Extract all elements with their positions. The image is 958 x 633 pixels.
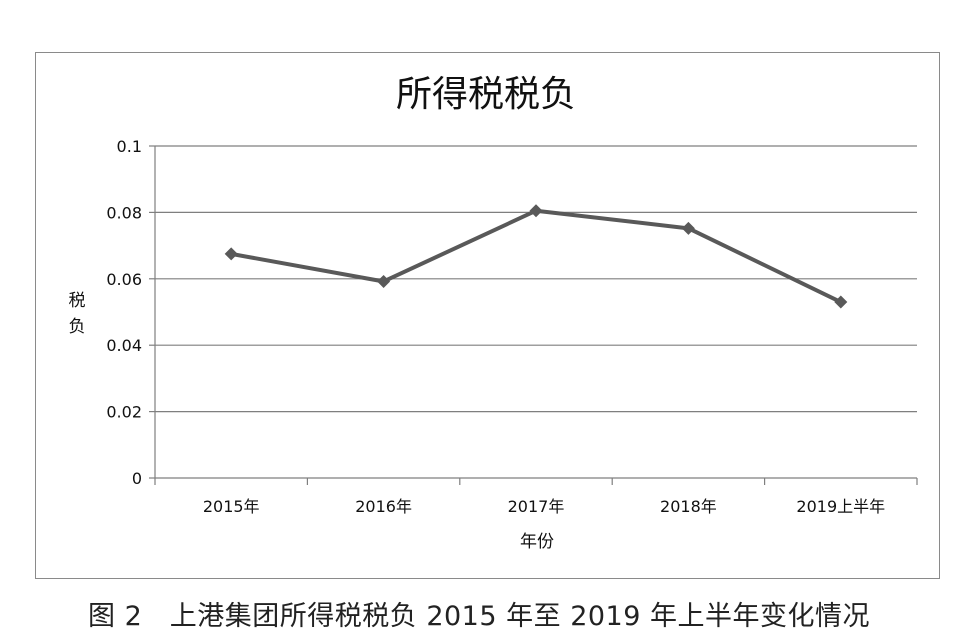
y-tick-label: 0.1 xyxy=(117,137,142,156)
data-point-marker xyxy=(224,247,238,261)
x-tick-label: 2018年 xyxy=(660,497,717,516)
x-tick-label: 2017年 xyxy=(508,497,565,516)
series-line xyxy=(230,208,842,304)
y-axis-label: 税负 xyxy=(69,291,86,337)
y-tick-label: 0.02 xyxy=(106,403,142,422)
y-tick-label: 0.08 xyxy=(106,203,142,222)
data-point-marker xyxy=(834,295,848,309)
series-lines xyxy=(230,208,842,304)
data-point-marker xyxy=(377,274,391,288)
series-markers xyxy=(224,204,848,309)
chart-title: 所得税税负 xyxy=(396,74,576,115)
x-axis-label: 年份 xyxy=(520,532,554,552)
y-tick-label: 0.06 xyxy=(106,270,142,289)
line-chart: 所得税税负 00.020.040.060.080.1 2015年 2016年 201… xyxy=(69,74,918,552)
figure-caption: 图 2 上港集团所得税税负 2015 年至 2019 年上半年变化情况 xyxy=(87,601,870,632)
axes xyxy=(154,146,917,479)
x-tick-label: 2019上半年 xyxy=(796,497,885,516)
y-axis-ticks: 0 0.02 0.04 0.06 0.08 0.1 xyxy=(106,137,155,488)
data-point-marker xyxy=(529,204,543,218)
y-tick-label: 0.04 xyxy=(106,336,142,355)
x-axis-ticks: 2015年 2016年 2017年 2018年 2019上半年 xyxy=(154,478,918,516)
chart-frame xyxy=(35,52,940,579)
x-tick-label: 2016年 xyxy=(355,497,412,516)
y-tick-label: 0 xyxy=(132,469,142,488)
x-tick-label: 2015年 xyxy=(203,497,260,516)
data-point-marker xyxy=(681,221,695,235)
grid-lines xyxy=(155,145,917,413)
